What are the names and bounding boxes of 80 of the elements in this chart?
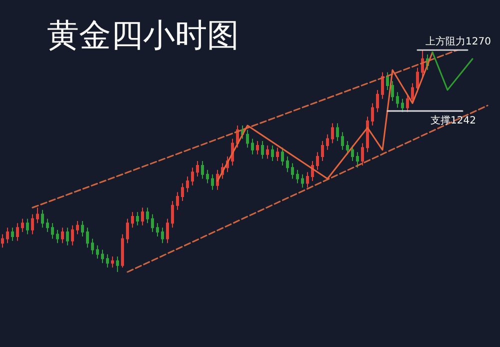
candlestick <box>76 220 79 235</box>
candlestick <box>246 129 249 148</box>
candlestick <box>281 147 284 166</box>
candlestick <box>321 140 324 162</box>
candlestick <box>111 256 114 268</box>
candlestick <box>181 182 184 202</box>
candlestick <box>201 160 204 180</box>
candlestick <box>266 144 269 160</box>
candlestick <box>131 212 134 228</box>
candlestick <box>361 142 364 166</box>
candlestick <box>341 132 344 150</box>
chart-title: 黄金四小时图 <box>47 16 239 54</box>
candlestick <box>51 222 54 240</box>
series-label: 支撑1242 <box>430 114 476 127</box>
candlestick <box>171 200 174 228</box>
candlestick <box>6 227 9 244</box>
candlestick <box>396 92 399 108</box>
candlestick <box>261 140 264 160</box>
candlestick <box>301 174 304 188</box>
candlestick <box>346 140 349 155</box>
candlestick <box>406 94 409 113</box>
candlestick <box>176 192 179 210</box>
candlestick <box>376 89 379 113</box>
candlestick <box>56 229 59 244</box>
candlestick <box>151 214 154 233</box>
candlestick <box>251 138 254 155</box>
candlestick <box>386 72 389 90</box>
candlestick <box>371 102 374 126</box>
candlestick <box>91 238 94 255</box>
candlestick <box>41 209 44 228</box>
candlestick <box>61 227 64 244</box>
candlestick <box>146 207 149 224</box>
candlestick <box>66 227 69 246</box>
candlestick <box>291 162 294 180</box>
candlestick <box>156 222 159 237</box>
series-label: 上方阻力1270 <box>426 36 491 48</box>
candlestick <box>116 256 119 272</box>
candlestick <box>121 234 124 268</box>
candlestick <box>331 122 334 144</box>
candlestick <box>141 207 144 226</box>
candlestick <box>106 254 109 268</box>
candlestick <box>286 156 289 173</box>
candlestick <box>21 218 24 233</box>
candlestick <box>81 220 84 237</box>
candlestick <box>421 50 424 78</box>
candlestick <box>316 152 319 170</box>
candlestick <box>381 72 384 100</box>
candlestick <box>276 147 279 162</box>
candlestick <box>46 218 49 233</box>
candlestick <box>411 82 414 104</box>
candlestick <box>306 172 309 188</box>
candlestick <box>206 169 209 184</box>
candlestick <box>391 80 394 102</box>
candlestick <box>166 218 169 244</box>
candlestick <box>161 227 164 244</box>
candlestick <box>86 227 89 248</box>
candlestick <box>271 144 274 162</box>
candlestick <box>336 122 339 142</box>
candlestick <box>326 134 329 150</box>
candlestick <box>26 218 29 235</box>
candlestick <box>256 140 259 155</box>
candlestick <box>401 98 404 113</box>
candlestick <box>366 116 369 153</box>
candlestick <box>136 212 139 226</box>
candlestick <box>191 167 194 186</box>
candlestick <box>356 152 359 168</box>
candlestick <box>296 169 299 184</box>
candlestick <box>36 207 39 224</box>
candlestick <box>96 244 99 260</box>
candlestick <box>186 176 189 193</box>
candlestick <box>16 222 19 242</box>
candlestick <box>351 144 354 162</box>
candlestick <box>196 160 199 178</box>
candlestick <box>101 249 104 264</box>
candlestick <box>1 234 4 248</box>
candlestick <box>71 224 74 246</box>
candlestick <box>31 214 34 235</box>
candlestick <box>11 227 14 242</box>
candlestick <box>211 174 214 190</box>
candlestick <box>126 218 129 244</box>
